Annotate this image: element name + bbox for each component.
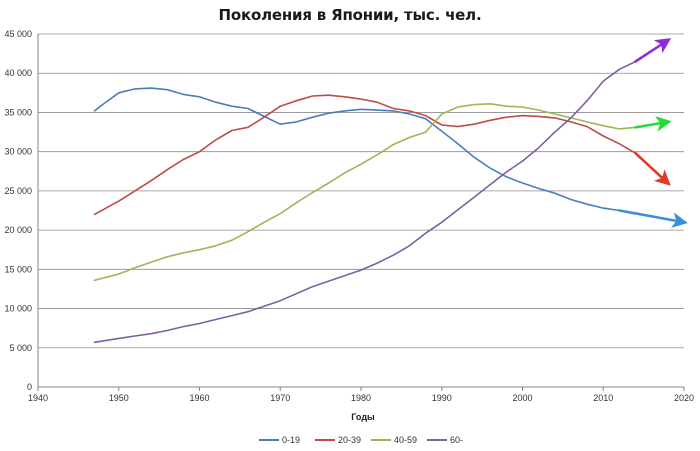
x-tick-label: 1960 (189, 393, 209, 403)
trend-arrow-0-19 (618, 209, 688, 228)
trend-arrow-40-59 (634, 116, 672, 132)
chart-title: Поколения в Японии, тыс. чел. (218, 6, 482, 24)
x-tick-label: 2000 (512, 393, 532, 403)
x-tick-label: 2020 (674, 393, 694, 403)
y-tick-label: 0 (27, 382, 32, 392)
x-tick-label: 2010 (593, 393, 613, 403)
trend-arrow-20-39 (634, 151, 671, 186)
x-tick-label: 1950 (109, 393, 129, 403)
legend-label-40-59: 40-59 (394, 435, 417, 445)
y-tick-label: 15 000 (4, 264, 32, 274)
y-tick-label: 30 000 (4, 147, 32, 157)
series-line-60- (93, 60, 637, 344)
x-axis-title: Годы (351, 412, 375, 422)
series-line-20-39 (93, 94, 637, 216)
series-line-0-19 (93, 87, 637, 214)
legend-label-0-19: 0-19 (282, 435, 300, 445)
legend-label-20-39: 20-39 (338, 435, 361, 445)
legend-label-60-: 60- (450, 435, 463, 445)
x-tick-label: 1940 (28, 393, 48, 403)
y-tick-label: 10 000 (4, 304, 32, 314)
y-tick-label: 35 000 (4, 107, 32, 117)
series-line-40-59 (93, 103, 637, 282)
y-tick-label: 20 000 (4, 225, 32, 235)
y-tick-label: 5 000 (9, 343, 32, 353)
y-tick-label: 45 000 (4, 29, 32, 39)
x-tick-label: 1990 (432, 393, 452, 403)
trend-arrow-60- (634, 38, 672, 63)
x-tick-label: 1970 (270, 393, 290, 403)
x-tick-label: 1980 (351, 393, 371, 403)
y-tick-label: 25 000 (4, 186, 32, 196)
y-tick-label: 40 000 (4, 68, 32, 78)
